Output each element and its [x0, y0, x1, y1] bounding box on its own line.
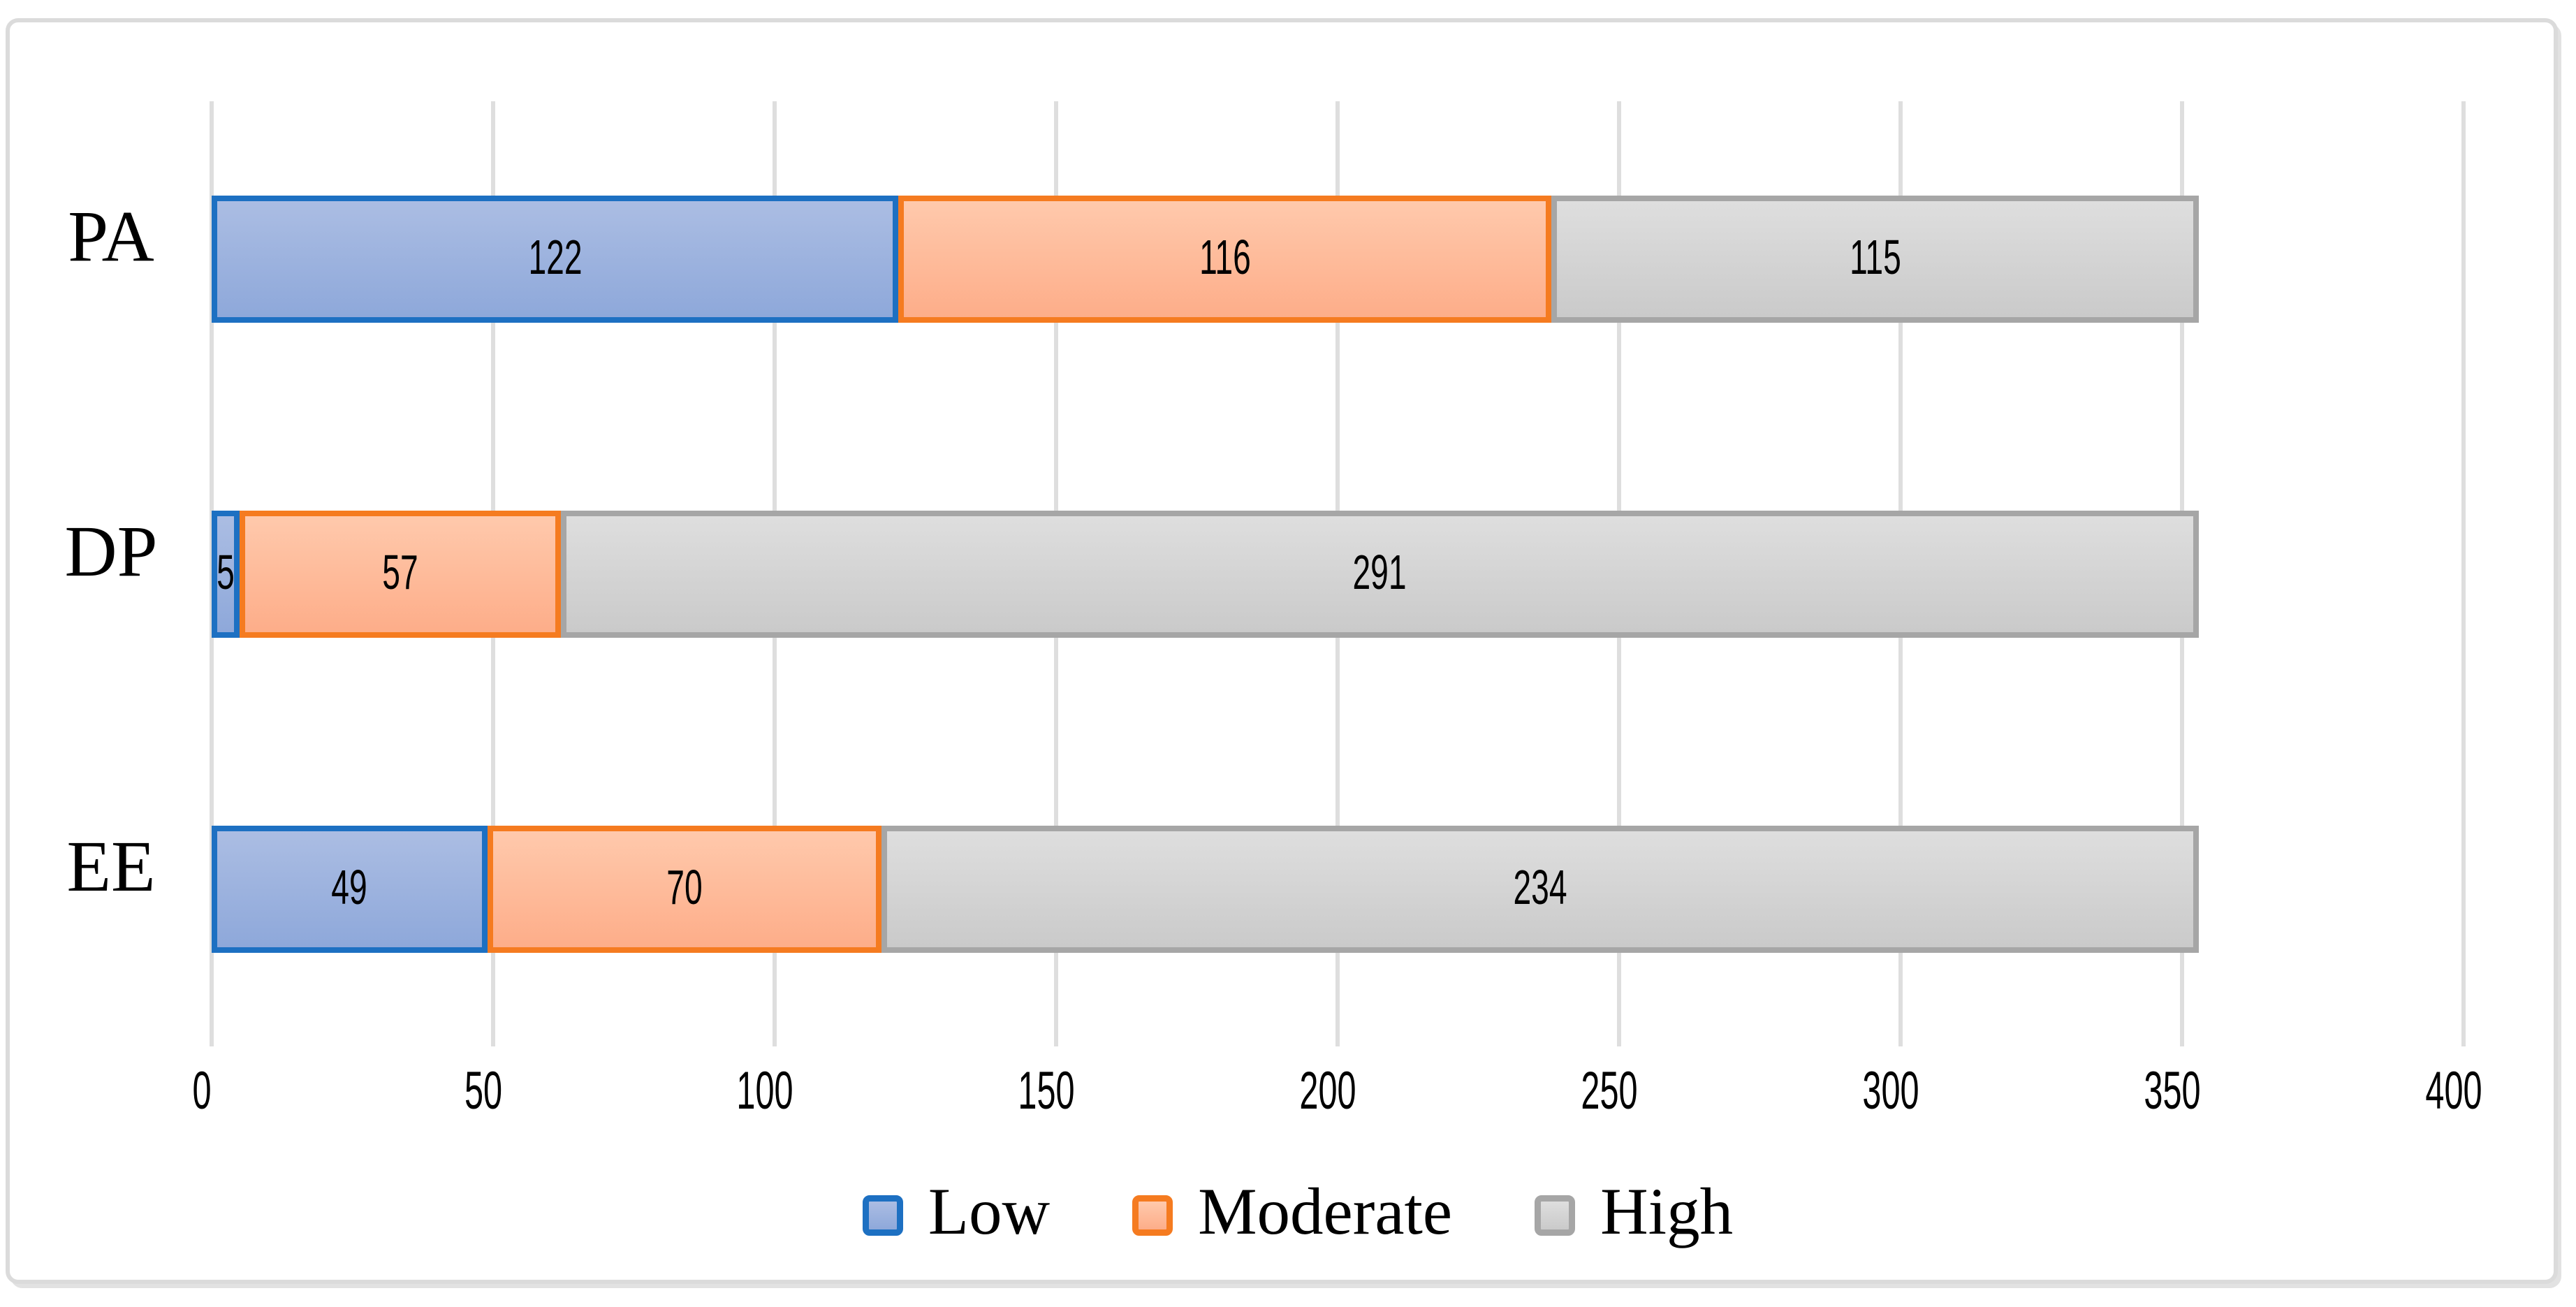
legend-label-moderate: Moderate	[1198, 1174, 1453, 1248]
legend-swatch-moderate	[1132, 1195, 1173, 1236]
category-label-dp: DP	[64, 511, 158, 592]
data-label-low-pa: 122	[528, 229, 583, 284]
x-tick-200: 200	[1299, 1061, 1356, 1120]
bar-segment-moderate-ee: 70	[487, 825, 882, 953]
legend-item-low: Low	[862, 1174, 1051, 1252]
x-tick-350: 350	[2144, 1061, 2201, 1120]
category-label-pa: PA	[68, 196, 154, 277]
category-label-ee: EE	[66, 826, 156, 907]
legend-swatch-low	[862, 1195, 903, 1236]
data-label-moderate-dp: 57	[382, 544, 418, 599]
legend-item-high: High	[1535, 1178, 1733, 1252]
bar-segment-high-ee: 234	[881, 825, 2200, 953]
data-label-high-ee: 234	[1513, 859, 1567, 914]
data-label-moderate-ee: 70	[666, 859, 703, 914]
bar-segment-low-pa: 122	[212, 195, 899, 323]
gridline-x-400	[2461, 101, 2466, 1046]
x-tick-50: 50	[464, 1061, 503, 1120]
x-tick-0: 0	[192, 1061, 212, 1120]
x-tick-400: 400	[2425, 1061, 2482, 1120]
data-label-moderate-pa: 116	[1199, 229, 1251, 284]
bar-segment-moderate-pa: 116	[898, 195, 1552, 323]
chart-frame: 122 116 115 5 57 291 49 70 234 Low Moderate High P…	[6, 18, 2558, 1284]
legend-item-moderate: Moderate	[1132, 1178, 1452, 1252]
data-label-high-dp: 291	[1352, 544, 1407, 599]
x-tick-250: 250	[1581, 1061, 1638, 1120]
bar-row-ee: 49 70 234	[212, 825, 2464, 953]
bar-row-pa: 122 116 115	[212, 195, 2464, 323]
plot-area: 122 116 115 5 57 291 49 70 234	[210, 101, 2466, 1046]
data-label-high-pa: 115	[1849, 229, 1901, 284]
data-label-low-dp: 5	[217, 544, 235, 599]
bar-segment-high-dp: 291	[560, 510, 2200, 638]
legend-label-low: Low	[928, 1174, 1051, 1248]
data-label-low-ee: 49	[331, 859, 368, 914]
bar-segment-moderate-dp: 57	[240, 510, 561, 638]
legend-label-high: High	[1600, 1174, 1734, 1248]
bar-row-dp: 5 57 291	[212, 510, 2464, 638]
bar-segment-low-ee: 49	[212, 825, 488, 953]
x-tick-100: 100	[736, 1061, 793, 1120]
bar-segment-high-pa: 115	[1551, 195, 2200, 323]
bar-segment-low-dp: 5	[212, 510, 240, 638]
x-tick-300: 300	[1862, 1061, 1919, 1120]
legend-swatch-high	[1535, 1195, 1576, 1236]
x-tick-150: 150	[1018, 1061, 1075, 1120]
legend: Low Moderate High	[10, 1178, 2576, 1252]
